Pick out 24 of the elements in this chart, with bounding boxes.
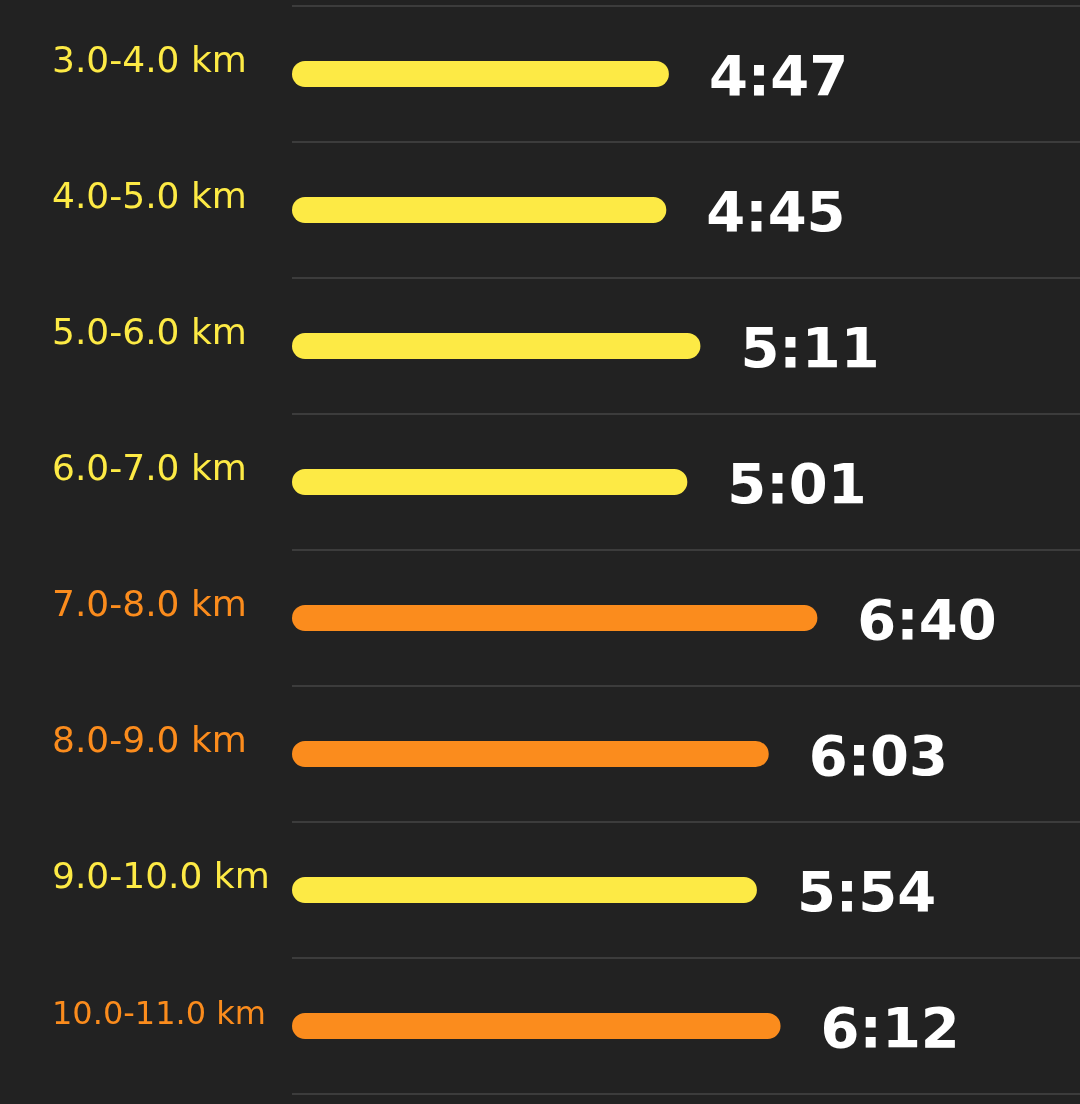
bar (292, 877, 757, 903)
y-tick-label: 5.0-6.0 km (52, 311, 247, 352)
bar (292, 333, 701, 359)
y-tick-label: 4.0-5.0 km (52, 175, 247, 216)
bar (292, 197, 667, 223)
data-label: 6:12 (820, 995, 960, 1060)
data-label: 4:45 (706, 179, 846, 244)
bar (292, 1013, 781, 1039)
y-tick-label: 8.0-9.0 km (52, 719, 247, 760)
data-label: 5:11 (740, 315, 880, 380)
bar (292, 605, 818, 631)
data-label: 6:03 (808, 723, 949, 788)
data-label: 5:54 (796, 859, 937, 924)
data-label: 4:47 (708, 43, 849, 108)
y-tick-label: 3.0-4.0 km (52, 39, 247, 80)
y-tick-label: 6.0-7.0 km (52, 447, 247, 488)
data-label: 5:01 (727, 451, 867, 516)
bar (292, 741, 769, 767)
bar (292, 469, 688, 495)
data-label: 6:40 (857, 587, 997, 652)
y-tick-label: 10.0-11.0 km (52, 994, 266, 1032)
y-tick-label: 9.0-10.0 km (52, 855, 270, 896)
y-tick-label: 7.0-8.0 km (52, 583, 247, 624)
bar (292, 61, 669, 87)
